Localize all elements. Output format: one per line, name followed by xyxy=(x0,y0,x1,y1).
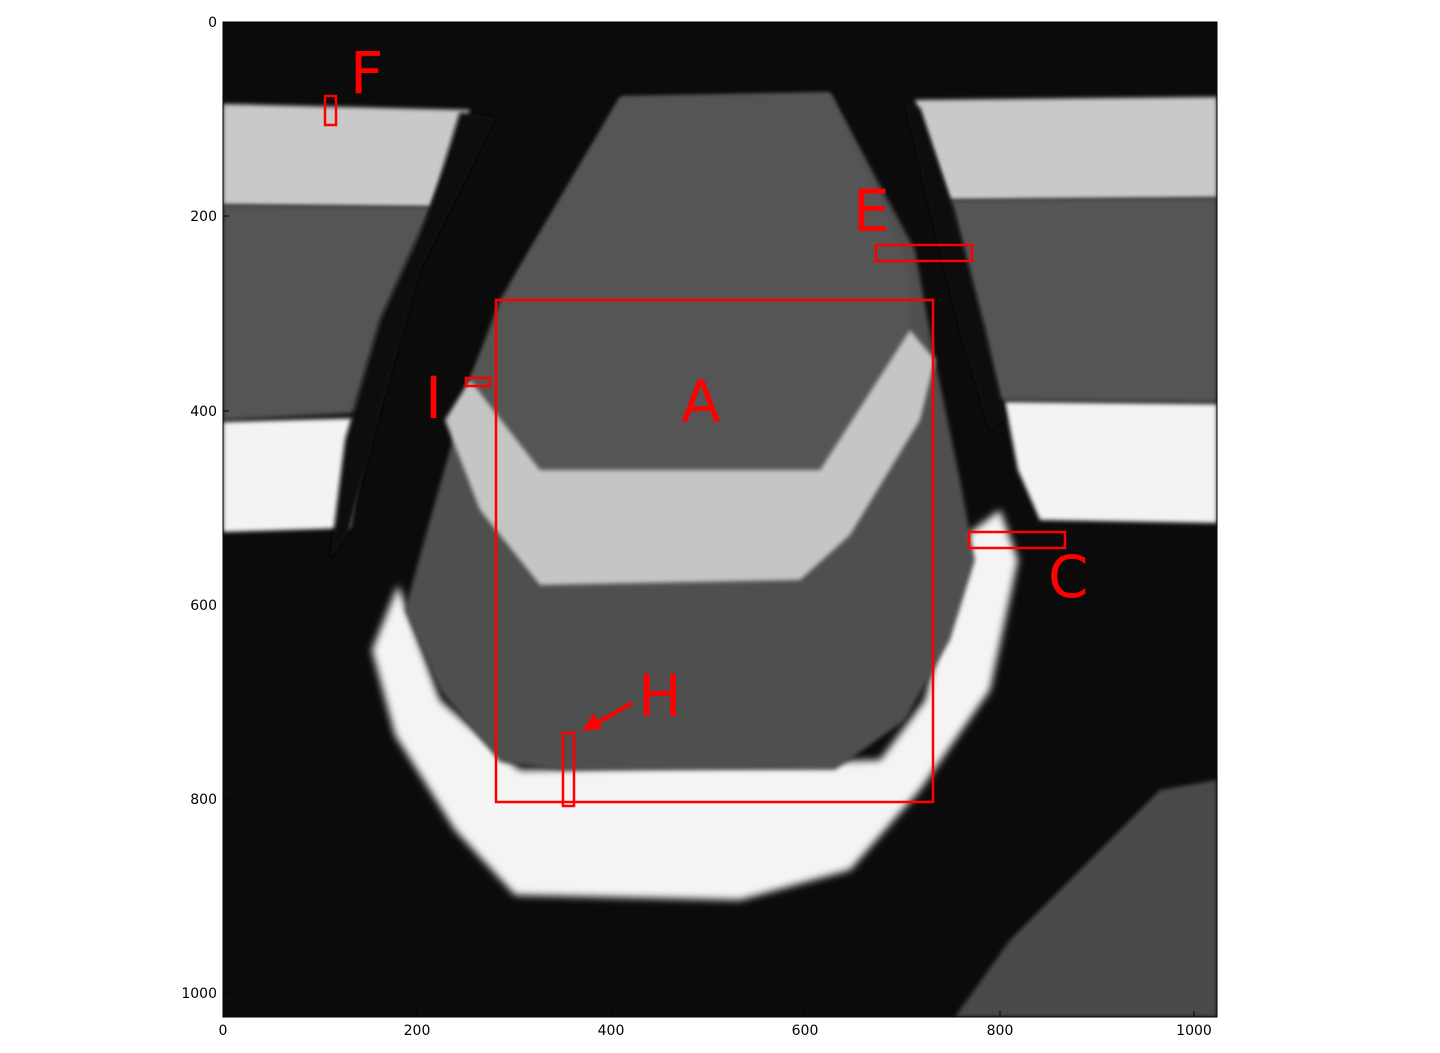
y-tick-label: 0 xyxy=(208,15,217,31)
y-axis-tick-labels: 0 200 400 600 800 1000 xyxy=(181,15,217,1002)
region-labels: F E I A C H xyxy=(350,39,1089,730)
y-tick-label: 400 xyxy=(190,404,217,420)
x-tick-label: 1000 xyxy=(1176,1023,1212,1039)
x-tick-label: 200 xyxy=(404,1023,431,1039)
region-box-a xyxy=(494,298,935,804)
region-box-e xyxy=(874,243,974,263)
white-layer-band xyxy=(223,402,1217,532)
region-label-a: A xyxy=(681,368,721,436)
axes-frame xyxy=(222,21,1218,1018)
region-label-i: I xyxy=(425,364,442,432)
region-label-e: E xyxy=(853,177,890,245)
region-label-f: F xyxy=(350,39,383,107)
region-box-i xyxy=(464,376,492,388)
region-label-h: H xyxy=(638,662,682,730)
axis-ticks xyxy=(222,21,1195,1017)
y-tick-label: 600 xyxy=(190,598,217,614)
region-box-c xyxy=(967,530,1067,550)
x-tick-label: 800 xyxy=(987,1023,1014,1039)
micrograph-image xyxy=(223,22,1217,1017)
region-box-f xyxy=(323,94,338,127)
y-tick-label: 800 xyxy=(190,792,217,808)
hexagon-region xyxy=(470,93,912,470)
arrow-h xyxy=(582,701,633,731)
lower-right-feature xyxy=(955,780,1217,1017)
trench-walls xyxy=(330,103,1005,560)
region-box-h xyxy=(561,731,576,808)
hexagon-ring xyxy=(445,330,935,585)
y-tick-label: 1000 xyxy=(181,986,217,1002)
y-tick-label: 200 xyxy=(190,209,217,225)
x-tick-label: 400 xyxy=(598,1023,625,1039)
top-light-band xyxy=(223,97,1217,207)
region-label-c: C xyxy=(1048,543,1089,611)
x-axis-tick-labels: 0 200 400 600 800 1000 xyxy=(219,1023,1212,1039)
annotation-boxes xyxy=(323,94,1067,808)
x-tick-label: 600 xyxy=(792,1023,819,1039)
x-tick-label: 0 xyxy=(219,1023,228,1039)
